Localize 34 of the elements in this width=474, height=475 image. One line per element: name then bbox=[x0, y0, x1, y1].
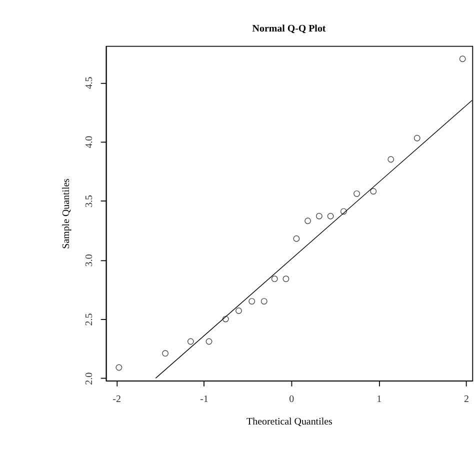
y-tick-label: 2.0 bbox=[84, 372, 95, 385]
point bbox=[248, 298, 256, 305]
point bbox=[187, 338, 194, 345]
y-axis-title: Sample Quantiles bbox=[61, 178, 72, 249]
point bbox=[340, 208, 347, 215]
point bbox=[327, 212, 334, 220]
y-tick-label: 3.5 bbox=[84, 194, 95, 208]
point bbox=[293, 235, 300, 242]
point bbox=[370, 188, 377, 195]
x-tick-label: 0 bbox=[289, 394, 294, 405]
point bbox=[206, 338, 212, 345]
point bbox=[354, 190, 360, 197]
y-tick-label: 4.0 bbox=[84, 136, 95, 148]
point bbox=[414, 134, 420, 142]
point bbox=[316, 212, 322, 220]
point bbox=[162, 350, 169, 357]
point bbox=[222, 316, 229, 322]
x-axis-title: Theoretical Quantiles bbox=[246, 416, 332, 428]
y-tick-label: 3.0 bbox=[84, 254, 95, 267]
x-tick-label: 1 bbox=[376, 394, 382, 405]
point bbox=[116, 364, 122, 371]
x-tick-label: -1 bbox=[200, 394, 208, 405]
point bbox=[459, 56, 466, 62]
y-tick-label: 2.5 bbox=[84, 313, 95, 326]
point bbox=[260, 298, 268, 305]
point bbox=[388, 156, 394, 163]
point bbox=[282, 276, 290, 282]
point bbox=[236, 308, 242, 314]
point bbox=[271, 276, 278, 282]
x-tick-label: 2 bbox=[464, 394, 470, 405]
chart-title: Normal Q-Q Plot bbox=[252, 23, 326, 34]
point bbox=[304, 218, 312, 224]
y-tick-label: 4.5 bbox=[84, 76, 95, 90]
x-tick-label: -2 bbox=[112, 394, 121, 405]
